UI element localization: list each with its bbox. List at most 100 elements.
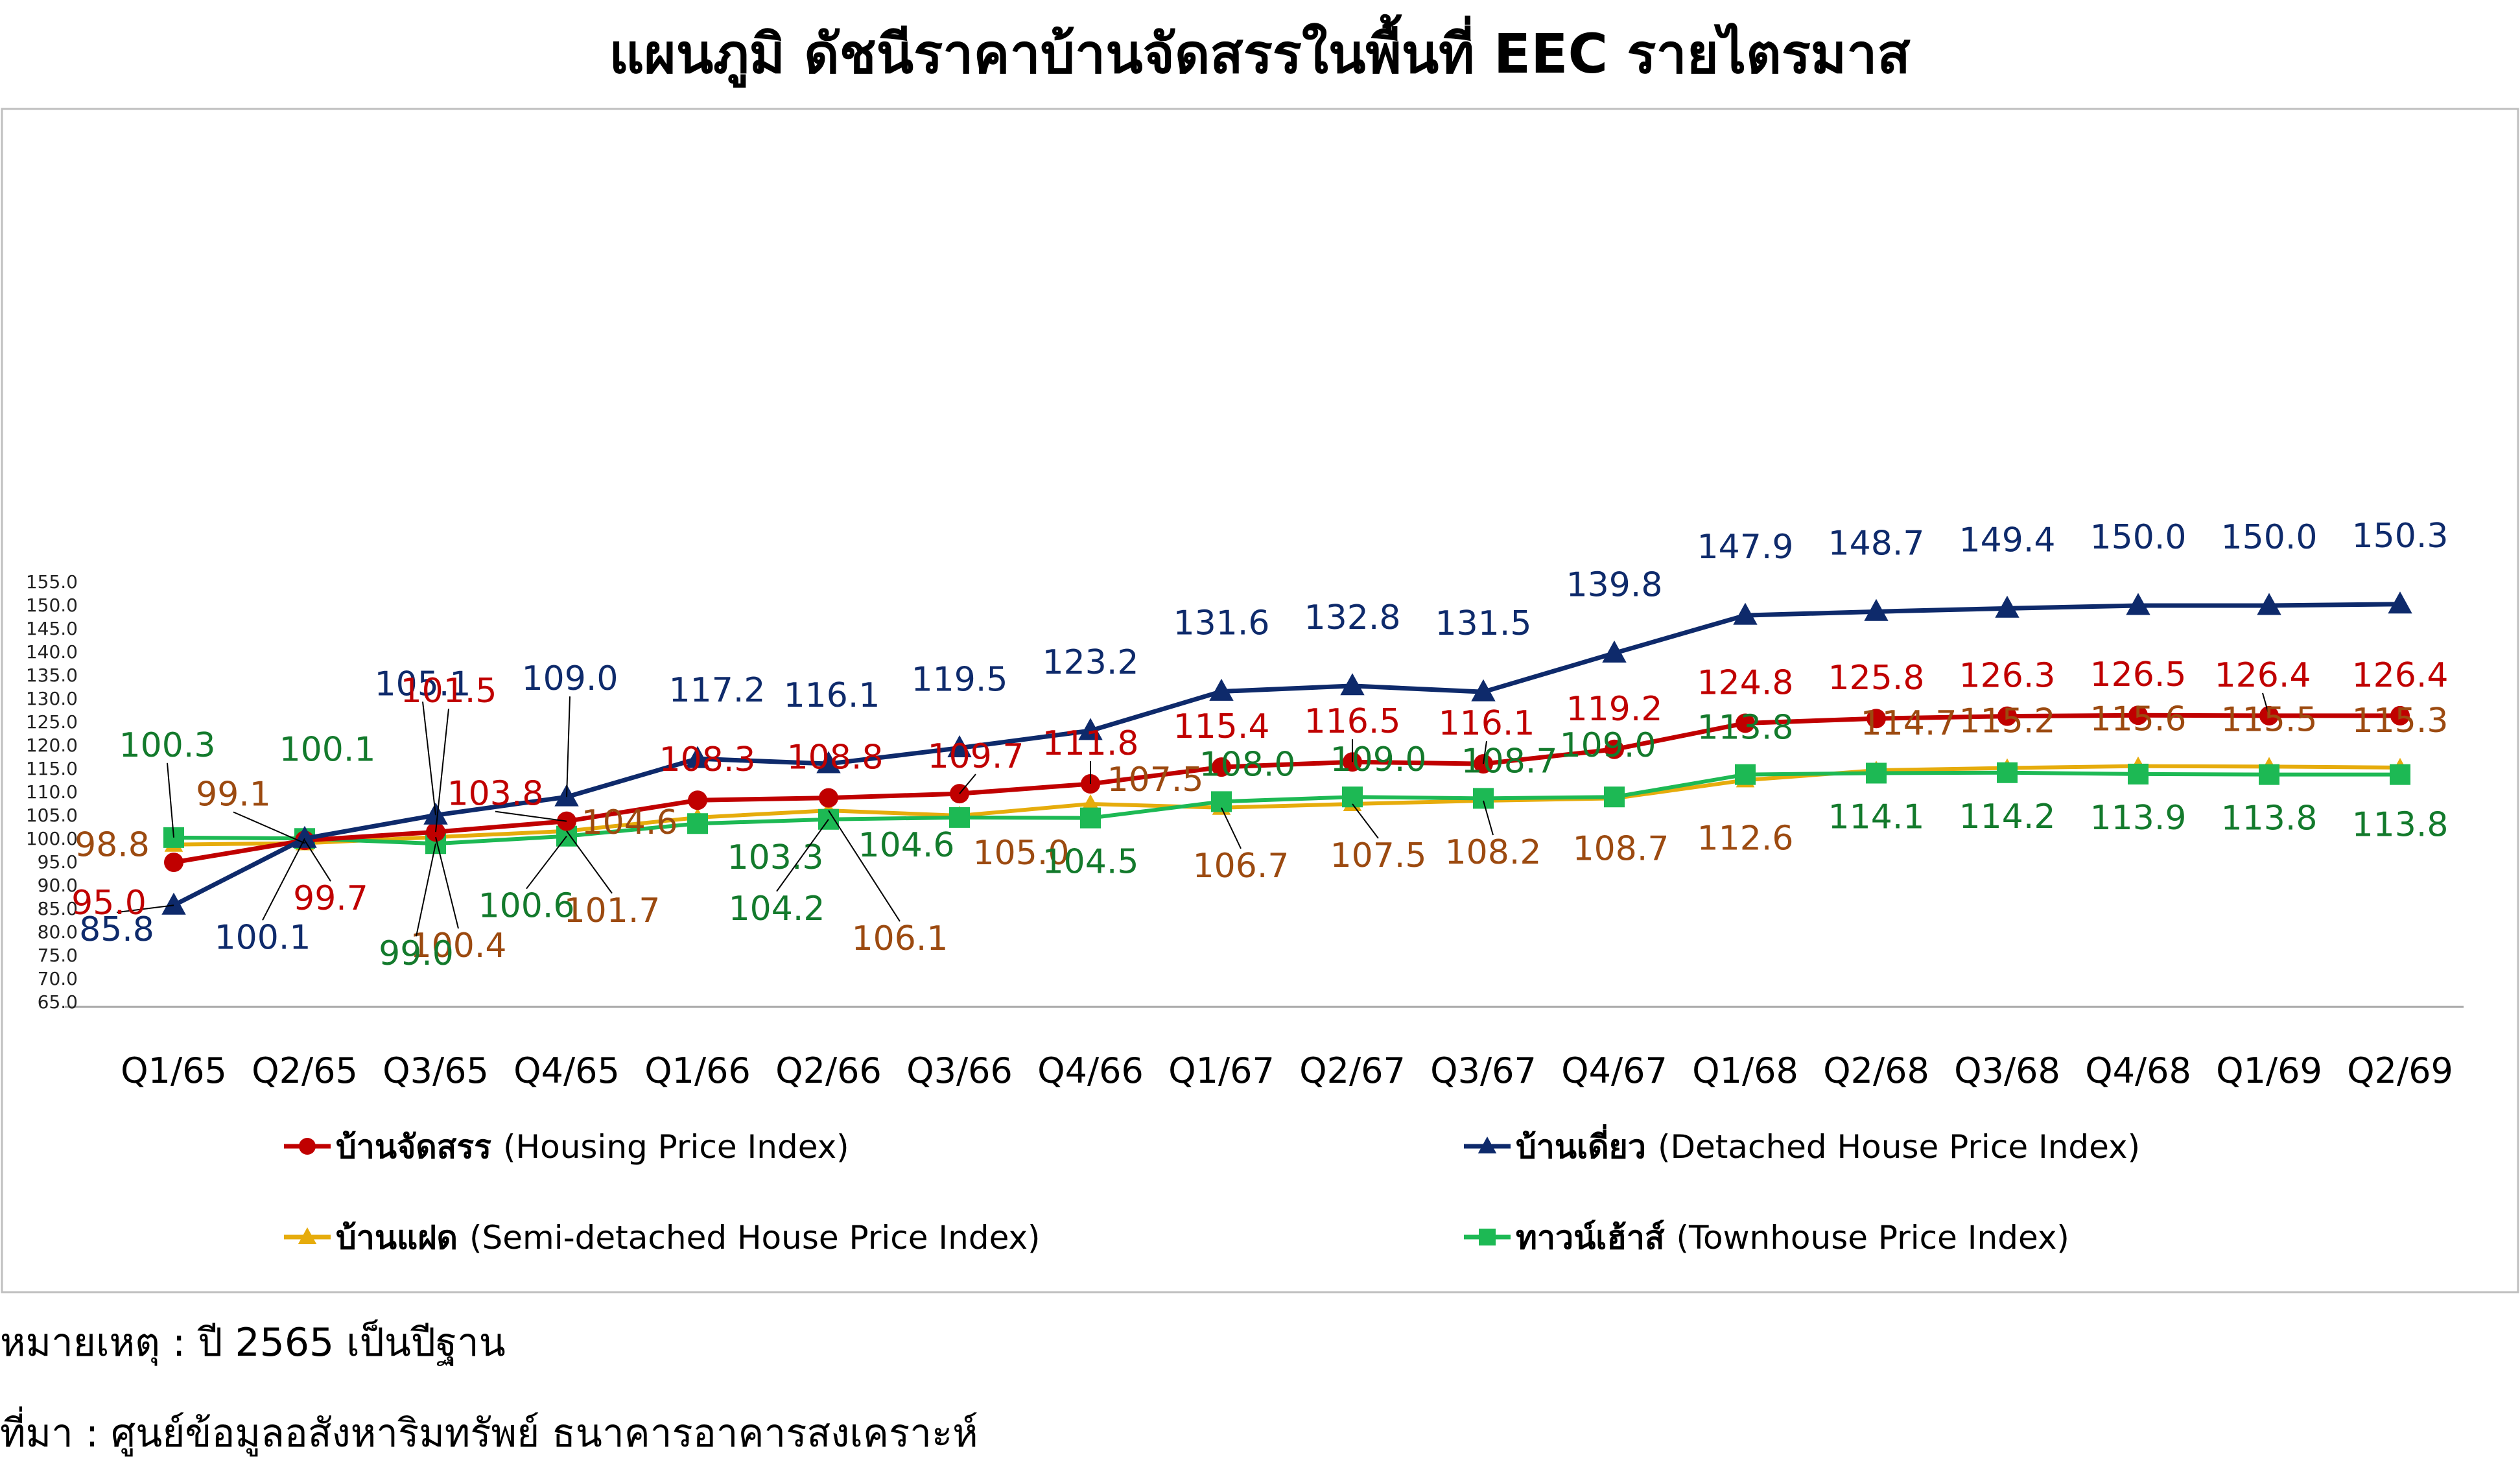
- data-label: 150.3: [2352, 517, 2449, 556]
- data-point: [1602, 640, 1627, 663]
- data-label: 108.7: [1461, 742, 1558, 781]
- data-label: 131.5: [1435, 604, 1532, 643]
- label-leader-line: [422, 702, 436, 816]
- y-tick-label: 95.0: [38, 851, 78, 873]
- data-label: 107.5: [1107, 761, 1204, 799]
- data-point: [688, 790, 707, 810]
- data-point: [161, 892, 186, 915]
- data-label: 100.6: [478, 887, 575, 926]
- label-leader-line: [828, 810, 901, 922]
- data-label: 115.3: [2352, 702, 2449, 740]
- data-label: 114.1: [1828, 797, 1925, 836]
- data-label: 117.2: [669, 671, 766, 710]
- y-axis-ticks: 65.070.075.080.085.090.095.0100.0105.011…: [26, 571, 78, 1013]
- y-tick-label: 125.0: [26, 711, 78, 733]
- data-label: 100.1: [279, 730, 376, 769]
- label-leader-line: [304, 840, 331, 882]
- label-leader-line: [1483, 800, 1494, 836]
- data-label: 112.6: [1697, 819, 1794, 858]
- x-tick-label: Q2/69: [2347, 1050, 2453, 1091]
- legend-name-en: (Townhouse Price Index): [1677, 1219, 2069, 1257]
- data-label: 99.0: [379, 934, 454, 973]
- data-label: 103.3: [727, 838, 824, 877]
- y-tick-label: 135.0: [26, 665, 78, 686]
- data-label: 116.5: [1304, 702, 1401, 741]
- legend-entry: บ้านเดี่ยว (Detached House Price Index): [1516, 1124, 2140, 1166]
- y-tick-label: 100.0: [26, 828, 78, 849]
- legend-name-en: (Housing Price Index): [503, 1128, 849, 1166]
- y-tick-label: 120.0: [26, 735, 78, 756]
- data-point: [1473, 788, 1494, 809]
- x-tick-label: Q4/65: [513, 1050, 620, 1091]
- label-leader-line: [416, 843, 436, 937]
- price-index-chart: แผนภูมิ ดัชนีราคาบ้านจัดสรรในพื้นที่ EEC…: [1, 14, 2519, 1293]
- data-point: [2390, 705, 2410, 726]
- data-label: 126.3: [1959, 657, 2056, 696]
- data-label: 116.1: [1439, 704, 1535, 743]
- data-label: 104.6: [858, 826, 955, 865]
- data-label: 106.7: [1193, 847, 1289, 886]
- data-point: [1997, 762, 2018, 783]
- legend-marker: [1478, 1137, 1497, 1154]
- data-point: [2259, 764, 2279, 785]
- label-leader-line: [2262, 692, 2270, 716]
- y-tick-label: 155.0: [26, 571, 78, 593]
- data-point: [1605, 739, 1624, 759]
- data-point: [949, 807, 970, 828]
- data-point: [1081, 794, 1100, 812]
- data-label: 99.7: [293, 879, 368, 918]
- y-tick-label: 90.0: [38, 875, 78, 896]
- data-label: 115.6: [2090, 700, 2187, 739]
- data-label: 99.1: [196, 775, 271, 814]
- y-tick-label: 145.0: [26, 618, 78, 639]
- data-point: [2128, 705, 2148, 726]
- data-point: [1078, 718, 1103, 740]
- data-label: 115.5: [2221, 700, 2318, 739]
- data-label: 109.0: [522, 659, 618, 698]
- legend-entry: บ้านแฝด (Semi-detached House Price Index): [336, 1219, 1041, 1257]
- data-point: [2388, 591, 2412, 614]
- legend-name-th: บ้านจัดสรร: [336, 1128, 491, 1166]
- label-leader-line: [167, 762, 174, 838]
- legend-name-en: (Semi-detached House Price Index): [469, 1219, 1041, 1257]
- data-point: [819, 788, 838, 808]
- label-leader-line: [435, 709, 449, 832]
- data-label: 115.4: [1173, 707, 1270, 746]
- label-leader-line: [1483, 740, 1487, 764]
- data-label: 108.0: [1199, 745, 1296, 784]
- data-label: 132.8: [1304, 598, 1401, 637]
- data-point: [2128, 763, 2149, 785]
- label-leader-line: [566, 831, 613, 894]
- data-label: 116.1: [784, 676, 880, 715]
- data-point: [685, 746, 710, 768]
- x-tick-label: Q4/66: [1037, 1050, 1144, 1091]
- series-line: [173, 764, 2401, 847]
- legend-name-th: บ้านแฝด: [336, 1219, 458, 1257]
- data-point: [687, 813, 708, 834]
- x-tick-label: Q2/67: [1299, 1050, 1406, 1091]
- data-label: 101.7: [564, 891, 661, 930]
- label-leader-line: [116, 904, 174, 914]
- label-leader-line: [233, 811, 305, 844]
- data-point: [1997, 706, 2017, 726]
- x-tick-label: Q1/69: [2216, 1050, 2322, 1091]
- y-tick-label: 115.0: [26, 758, 78, 779]
- label-leader-line: [776, 819, 829, 892]
- data-label: 95.0: [71, 884, 147, 923]
- y-tick-label: 65.0: [38, 991, 78, 1013]
- data-point: [1866, 709, 1886, 729]
- data-point: [2257, 593, 2281, 615]
- series-line: [173, 770, 2400, 846]
- data-label: 109.0: [1330, 740, 1427, 779]
- data-label: 104.6: [582, 803, 678, 842]
- legend: บ้านจัดสรร (Housing Price Index) บ้านเดี่ย…: [284, 1124, 2140, 1257]
- x-tick-label: Q1/67: [1168, 1050, 1275, 1091]
- data-label: 113.8: [2352, 806, 2449, 845]
- data-label: 111.8: [1042, 724, 1139, 763]
- data-label: 124.8: [1697, 663, 1794, 702]
- series-layer: [161, 591, 2412, 915]
- data-label: 105.0: [973, 834, 1070, 873]
- x-tick-label: Q1/68: [1692, 1050, 1798, 1091]
- label-leader-line: [495, 810, 567, 822]
- chart-title: แผนภูมิ ดัชนีราคาบ้านจัดสรรในพื้นที่ EEC…: [609, 14, 1911, 88]
